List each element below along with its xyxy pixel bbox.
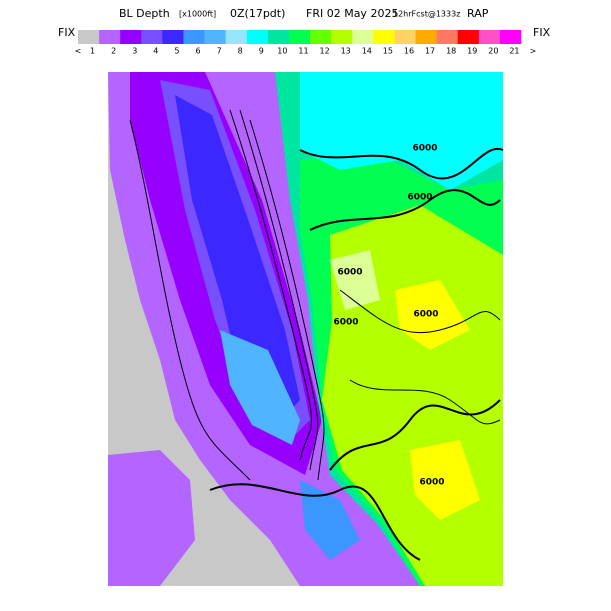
contour-label: 6000 xyxy=(412,144,437,154)
colorbar-box xyxy=(352,30,374,44)
colorbar-label: 1 xyxy=(90,47,95,56)
colorbar-label: 15 xyxy=(383,47,393,56)
contour xyxy=(299,147,504,180)
colorbar-label: 16 xyxy=(404,47,414,56)
contour xyxy=(229,109,312,461)
map: 6000 6000 6000 6000 6000 6000 xyxy=(108,72,504,586)
colorbar-box xyxy=(394,30,416,44)
title: BL Depth [x1000ft] 0Z(17pdt) FRI 02 May … xyxy=(119,7,489,20)
colorbar-label: 10 xyxy=(277,47,287,56)
colorbar-label: 19 xyxy=(467,47,477,56)
contour xyxy=(309,189,501,231)
colorbar-label: 9 xyxy=(259,47,264,56)
colorbar-box xyxy=(141,30,163,44)
colorbar-under: < xyxy=(75,47,82,56)
colorbar-box xyxy=(310,30,332,44)
colorbar-box xyxy=(373,30,395,44)
colorbar-label: 5 xyxy=(174,47,179,56)
contour xyxy=(349,379,501,425)
blue-band xyxy=(175,95,300,420)
contour xyxy=(239,109,319,471)
colorbar-label: 6 xyxy=(195,47,200,56)
colorbar-box xyxy=(331,30,353,44)
contour-label: 6000 xyxy=(413,310,438,320)
colorbar-box xyxy=(78,30,100,44)
colorbar-box xyxy=(457,30,480,44)
colorbar-label: 20 xyxy=(488,47,498,56)
contour-label: 6000 xyxy=(337,268,362,278)
fix-left: FIX xyxy=(58,26,76,39)
colorbar-box xyxy=(415,30,437,44)
yellow-2 xyxy=(410,440,480,520)
contour xyxy=(249,119,325,481)
colorbar-box xyxy=(162,30,184,44)
ocean-patch xyxy=(108,450,195,586)
colorbar-box xyxy=(478,30,501,44)
contour xyxy=(129,119,251,481)
colorbar-box xyxy=(288,30,311,44)
fix-right: FIX xyxy=(533,26,551,39)
colorbar-label: 12 xyxy=(320,47,330,56)
colorbar-box xyxy=(436,30,459,44)
title-valid: 0Z(17pdt) xyxy=(230,7,285,20)
colorbar-label: 13 xyxy=(341,47,351,56)
colorbar-box xyxy=(204,30,226,44)
colorbar-label: 18 xyxy=(446,47,456,56)
title-date: FRI 02 May 2025 xyxy=(306,7,398,20)
title-units: [x1000ft] xyxy=(179,10,216,19)
colorbar-box xyxy=(99,30,121,44)
valley xyxy=(220,330,300,445)
cyan-top xyxy=(300,72,503,190)
contour-label: 6000 xyxy=(407,193,432,203)
colorbar-box xyxy=(267,30,290,44)
colorbar-label: 8 xyxy=(238,47,243,56)
colorbar-label: 4 xyxy=(153,47,158,56)
contour xyxy=(209,483,421,561)
colorbar: <1 2 3 4 5 6 7 8 9 10 11 12 13 14 15 16 17 18 19 20 21 > xyxy=(75,30,537,56)
colorbar-box xyxy=(120,30,142,44)
colorbar-label: 11 xyxy=(298,47,308,56)
colorbar-box xyxy=(183,30,205,44)
colorbar-label: 3 xyxy=(132,47,137,56)
contour-label: 6000 xyxy=(333,318,358,328)
colorbar-label: 14 xyxy=(362,47,372,56)
colorbar-over: > xyxy=(530,47,537,56)
colorbar-box xyxy=(246,30,269,44)
pale-patch xyxy=(330,250,380,310)
title-forecast: 12hrFcst@1333z xyxy=(393,10,460,19)
contour xyxy=(339,289,501,334)
colorbar-label: 17 xyxy=(425,47,435,56)
colorbar-box xyxy=(499,30,522,44)
contour-label: 6000 xyxy=(419,478,444,488)
blue-south xyxy=(300,480,360,560)
colorbar-label: 7 xyxy=(217,47,222,56)
colorbar-label: 2 xyxy=(111,47,116,56)
title-main: BL Depth xyxy=(119,7,170,20)
title-model: RAP xyxy=(467,7,489,20)
colorbar-label: 21 xyxy=(509,47,519,56)
colorbar-box xyxy=(225,30,248,44)
